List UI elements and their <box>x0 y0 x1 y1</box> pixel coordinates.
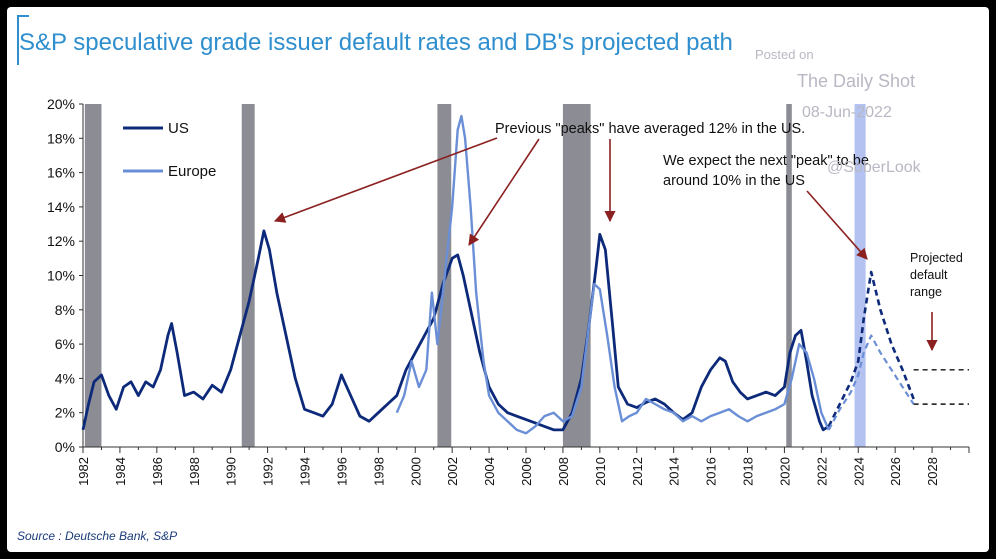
x-tick-label: 2010 <box>593 457 608 486</box>
y-tick-label: 0% <box>55 439 75 455</box>
y-tick-label: 12% <box>47 233 75 249</box>
y-tick-label: 6% <box>55 336 75 352</box>
series-line-europe <box>395 114 830 435</box>
x-tick-label: 2014 <box>667 457 682 486</box>
y-tick-label: 8% <box>55 302 75 318</box>
title-accent-rule <box>17 15 29 65</box>
annotation-next-peak-1: We expect the next "peak" to be <box>663 153 869 169</box>
projection-bar-5 <box>854 104 866 447</box>
x-tick-label: 2000 <box>408 457 423 486</box>
arrow-peak-1991 <box>273 137 498 223</box>
y-tick-label: 14% <box>47 199 75 215</box>
watermark-handle: @SoberLook <box>827 159 921 176</box>
chart-title: S&P speculative grade issuer default rat… <box>19 29 733 56</box>
chart-canvas: 0% 2% 4% 6% 8% 10% 12% 14% 16% 18% 20% 1982 1984 1986… <box>47 96 970 486</box>
y-tick-label: 18% <box>47 130 75 146</box>
series-line-europe-projected <box>827 334 915 431</box>
x-tick-label: 2006 <box>519 457 534 486</box>
y-tick-label: 16% <box>47 165 75 181</box>
x-tick-label: 1984 <box>113 457 128 486</box>
x-tick-label: 2004 <box>482 457 497 486</box>
x-tick-label: 2012 <box>630 457 645 486</box>
annotation-next-peak-2: around 10% in the US <box>663 173 805 189</box>
x-tick-label: 1986 <box>150 457 165 486</box>
x-tick-label: 2016 <box>704 457 719 486</box>
x-tick-label: 1998 <box>371 457 386 486</box>
x-tick-label: 2028 <box>925 457 940 486</box>
x-tick-label: 1982 <box>76 457 91 486</box>
x-tick-label: 1996 <box>334 457 349 486</box>
series-line-us-projected <box>827 270 915 427</box>
y-tick-label: 20% <box>47 96 75 112</box>
y-tick-label: 10% <box>47 268 75 284</box>
x-tick-label: 2018 <box>741 457 756 486</box>
x-tick-label: 1988 <box>187 457 202 486</box>
x-tick-label: 2026 <box>888 457 903 486</box>
x-tick-label: 2022 <box>814 457 829 486</box>
recession-bar-0 <box>84 104 102 447</box>
x-tick-label: 1992 <box>261 457 276 486</box>
annotation-previous-peaks: Previous "peaks" have averaged 12% in th… <box>495 121 805 137</box>
arrow-next-peak <box>806 190 868 260</box>
y-tick-label: 2% <box>55 405 75 421</box>
recession-bar-4 <box>786 104 792 447</box>
source-note: Source : Deutsche Bank, S&P <box>17 529 178 543</box>
chart-frame: S&P speculative grade issuer default rat… <box>7 7 989 552</box>
recession-bar-1 <box>241 104 255 447</box>
x-tick-label: 2002 <box>445 457 460 486</box>
x-tick-label: 2020 <box>777 457 792 486</box>
legend-label-1: Europe <box>168 163 216 180</box>
annotation-range-2: default <box>910 268 948 282</box>
watermark-posted-on: Posted on <box>755 47 814 62</box>
x-tick-label: 1994 <box>298 457 313 486</box>
watermark-date: 08-Jun-2022 <box>802 104 892 121</box>
x-tick-label: 2008 <box>556 457 571 486</box>
recession-bar-3 <box>562 104 591 447</box>
x-tick-label: 2024 <box>851 457 866 486</box>
arrow-peak-2002 <box>468 138 540 246</box>
watermark-site: The Daily Shot <box>797 71 916 91</box>
legend-label-0: US <box>168 120 189 137</box>
series-line-us <box>81 229 830 432</box>
annotation-range-1: Projected <box>910 251 963 265</box>
x-tick-label: 1990 <box>224 457 239 486</box>
y-tick-label: 4% <box>55 370 75 386</box>
annotation-range-3: range <box>910 285 942 299</box>
